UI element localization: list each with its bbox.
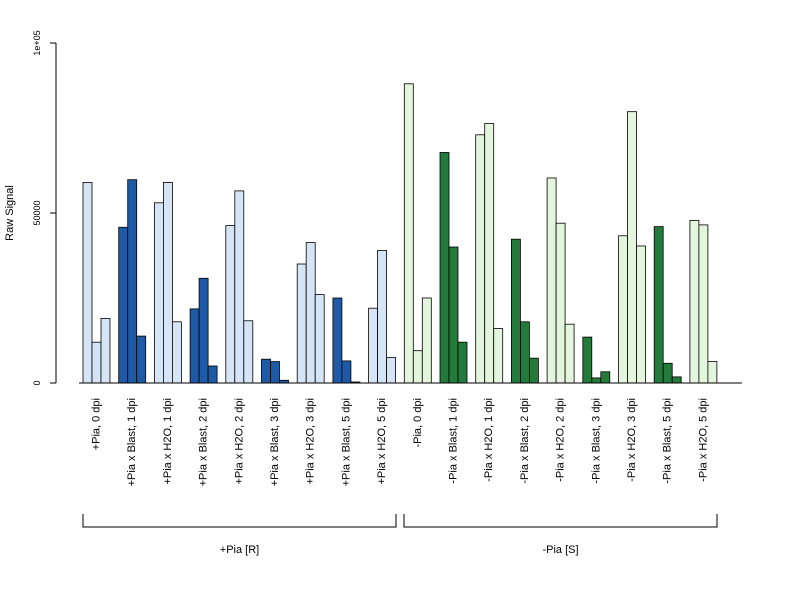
bar [296, 263, 307, 384]
x-tick-label: +Pia x Blast, 5 dpi [340, 398, 352, 486]
y-axis-title: Raw Signal [4, 185, 16, 241]
y-tick-label: 50000 [32, 200, 42, 225]
bar [689, 220, 700, 384]
bar [403, 83, 414, 384]
y-axis: 0 50000 1e+05 [32, 30, 57, 386]
bar [171, 321, 182, 384]
bar [225, 225, 236, 384]
bar [707, 361, 718, 384]
group-bracket [82, 514, 397, 528]
bar [198, 277, 209, 384]
bar [368, 307, 379, 384]
bar [529, 357, 539, 384]
bar [698, 224, 709, 384]
bar [627, 111, 637, 384]
bar [136, 335, 147, 384]
bar [386, 357, 397, 384]
x-tick-label: -Pia, 0 dpi [412, 398, 424, 448]
bar [82, 181, 93, 384]
bar [582, 336, 593, 384]
group-label: +Pia [R] [220, 544, 259, 556]
x-tick-label: +Pia x Blast, 1 dpi [126, 398, 138, 486]
bar [314, 294, 325, 384]
group-label: -Pia [S] [542, 544, 578, 556]
bars-layer [82, 83, 718, 384]
bar [118, 226, 129, 384]
bar [653, 226, 664, 384]
x-tick-label: +Pia x H2O, 5 dpi [376, 398, 388, 485]
bar [207, 365, 218, 384]
bar [546, 177, 557, 384]
bar [261, 358, 271, 384]
bar [91, 341, 102, 384]
group-brackets: +Pia [R] -Pia [S] [82, 514, 718, 556]
y-tick-label: 0 [32, 380, 42, 385]
bar [448, 246, 459, 384]
x-tick-label: +Pia, 0 dpi [91, 398, 103, 450]
x-tick-label: +Pia x Blast, 2 dpi [198, 398, 210, 486]
x-tick-label: -Pia x Blast, 1 dpi [448, 398, 460, 484]
bar [421, 297, 432, 384]
bar [153, 202, 164, 384]
bar [305, 242, 316, 384]
bar [555, 222, 566, 384]
x-tick-label: +Pia x H2O, 2 dpi [233, 398, 245, 485]
bar [510, 238, 521, 384]
bar [493, 328, 504, 384]
bar [520, 321, 530, 384]
bar [234, 190, 245, 384]
bar [475, 134, 486, 384]
bar [270, 361, 280, 384]
group-bracket [403, 514, 718, 528]
bar [332, 297, 343, 384]
bar [127, 179, 138, 384]
bar [189, 308, 200, 384]
x-tick-label: +Pia x H2O, 3 dpi [305, 398, 317, 485]
bar [636, 245, 646, 384]
bar [671, 376, 682, 384]
bar [412, 350, 423, 384]
bar [618, 235, 628, 384]
bar [162, 181, 173, 384]
x-tick-label: -Pia x Blast, 3 dpi [590, 398, 602, 484]
x-tick-label: -Pia x Blast, 2 dpi [519, 398, 531, 484]
x-tick-label: -Pia x H2O, 3 dpi [626, 398, 638, 482]
bar [377, 249, 388, 384]
x-tick-labels: +Pia, 0 dpi +Pia x Blast, 1 dpi +Pia x H2O… [91, 398, 710, 486]
x-tick-label: -Pia x H2O, 1 dpi [483, 398, 495, 482]
bar [484, 123, 495, 384]
bar [439, 152, 450, 384]
x-tick-label: -Pia x H2O, 2 dpi [555, 398, 567, 482]
bar [341, 360, 352, 384]
x-tick-label: +Pia x Blast, 3 dpi [269, 398, 281, 486]
bar [100, 317, 111, 384]
y-tick-label: 1e+05 [32, 30, 42, 55]
x-tick-label: -Pia x H2O, 5 dpi [697, 398, 709, 482]
bar [457, 341, 468, 384]
bar [243, 320, 254, 384]
x-tick-label: -Pia x Blast, 5 dpi [662, 398, 674, 484]
x-tick-label: +Pia x H2O, 1 dpi [162, 398, 174, 485]
bar [600, 371, 611, 384]
bar [591, 377, 602, 384]
bar [564, 323, 575, 384]
bar [662, 362, 673, 384]
